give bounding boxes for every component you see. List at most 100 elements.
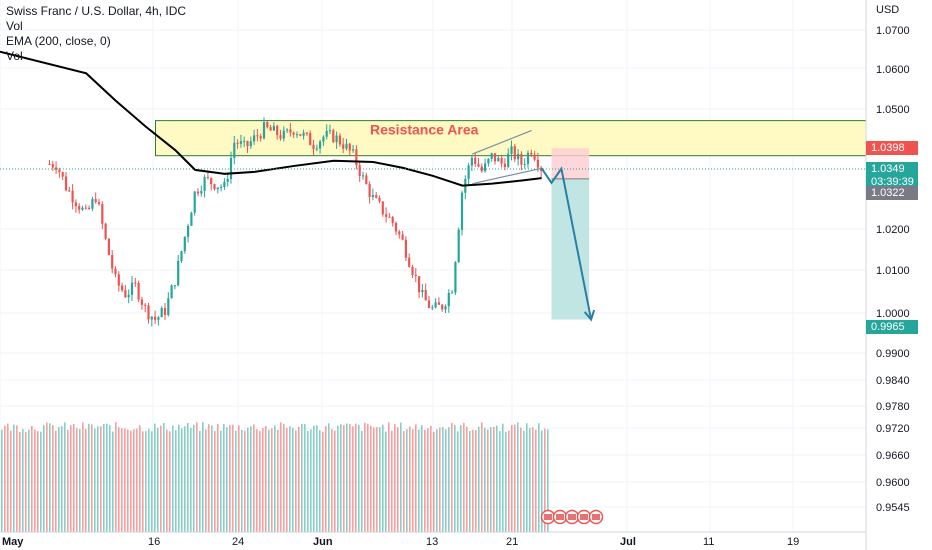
volume-bar bbox=[334, 430, 336, 532]
volume-bar bbox=[211, 425, 213, 532]
volume-bar bbox=[439, 427, 441, 532]
projection-path bbox=[540, 166, 593, 320]
candle-body bbox=[262, 122, 266, 139]
candle-body bbox=[378, 197, 381, 202]
volume-indicator-label-2[interactable]: Vol bbox=[6, 49, 23, 63]
candle-body bbox=[328, 130, 332, 132]
volume-bar bbox=[442, 427, 444, 532]
candle-body bbox=[338, 135, 341, 145]
candle-body bbox=[236, 142, 239, 144]
candle-body bbox=[497, 157, 500, 162]
volume-bar bbox=[451, 422, 453, 532]
volume-bar bbox=[397, 427, 399, 532]
volume-bar bbox=[208, 424, 210, 532]
volume-bar bbox=[94, 428, 96, 532]
volume-bar bbox=[544, 428, 546, 532]
countdown-tag: 03:39:39 bbox=[866, 175, 918, 189]
candle-body bbox=[210, 177, 213, 185]
candle-body bbox=[223, 181, 226, 187]
volume-bar bbox=[157, 427, 159, 532]
volume-bar bbox=[34, 429, 36, 532]
volume-bar bbox=[115, 422, 117, 532]
volume-bar bbox=[55, 430, 57, 532]
candle-body bbox=[322, 136, 325, 142]
candle-body bbox=[276, 125, 279, 136]
currency-label: USD bbox=[876, 4, 900, 16]
candle-body bbox=[500, 157, 503, 164]
volume-bar bbox=[394, 424, 396, 532]
candle-body bbox=[510, 146, 513, 154]
volume-bar bbox=[409, 426, 411, 532]
rising-wedge[interactable] bbox=[472, 129, 542, 185]
volume-bar bbox=[10, 430, 12, 532]
volume-bar bbox=[100, 426, 102, 532]
candle-body bbox=[523, 163, 526, 165]
volume-bar bbox=[271, 428, 273, 532]
projection-arrow[interactable] bbox=[540, 166, 596, 322]
volume-bar bbox=[502, 423, 504, 532]
ema-indicator-label[interactable]: EMA (200, close, 0) bbox=[6, 34, 111, 48]
event-flags[interactable] bbox=[540, 509, 604, 525]
candle-body bbox=[325, 131, 328, 137]
candle-body bbox=[167, 298, 170, 315]
volume-bar bbox=[22, 429, 24, 532]
volume-bar bbox=[475, 430, 477, 532]
volume-bar bbox=[217, 424, 219, 532]
event-flag-mark bbox=[568, 514, 576, 520]
volume-bar bbox=[13, 424, 15, 532]
arrow-head bbox=[583, 309, 596, 322]
volume-bar bbox=[541, 430, 543, 532]
candle-body bbox=[411, 266, 414, 275]
volume-bar bbox=[340, 424, 342, 532]
candle-body bbox=[424, 289, 427, 301]
volume-bar bbox=[166, 429, 168, 532]
volume-bar bbox=[490, 427, 492, 532]
volume-bar bbox=[181, 428, 183, 532]
volume-bar bbox=[346, 423, 348, 532]
candle-body bbox=[361, 175, 365, 177]
candle-body bbox=[467, 165, 470, 179]
short-position-tool[interactable] bbox=[551, 148, 590, 320]
time-axis-ticks[interactable]: May 16 24 Jun 13 21 Jul 11 19 bbox=[2, 536, 799, 548]
take-profit-zone bbox=[551, 178, 590, 320]
volume-bar bbox=[364, 422, 366, 532]
candle-body bbox=[526, 152, 530, 164]
volume-bar bbox=[283, 423, 285, 532]
volume-bar bbox=[160, 425, 162, 532]
candle-body bbox=[84, 207, 87, 209]
volume-bar bbox=[337, 425, 339, 532]
volume-bar bbox=[46, 422, 48, 532]
volume-bar bbox=[484, 427, 486, 532]
volume-bar bbox=[130, 430, 132, 532]
volume-bar bbox=[403, 431, 405, 532]
price-axis[interactable] bbox=[866, 0, 932, 550]
volume-bar bbox=[232, 424, 234, 532]
candle-body bbox=[375, 195, 378, 198]
volume-bar bbox=[460, 425, 462, 532]
volume-bar bbox=[136, 428, 138, 532]
volume-bar bbox=[205, 429, 207, 532]
volume-indicator-label[interactable]: Vol bbox=[6, 19, 23, 33]
volume-bar bbox=[91, 424, 93, 532]
volume-bar bbox=[193, 424, 195, 532]
volume-bar bbox=[184, 426, 186, 532]
candle-body bbox=[144, 304, 147, 306]
candle-body bbox=[187, 225, 190, 237]
volume-bar bbox=[523, 430, 525, 532]
volume-bar bbox=[175, 430, 177, 532]
candle-body bbox=[94, 199, 97, 203]
volume-bar bbox=[469, 430, 471, 532]
candle-body bbox=[101, 204, 104, 224]
volume-bar bbox=[277, 429, 279, 532]
price-tick-label: 0.9660 bbox=[876, 450, 910, 462]
candle-body bbox=[441, 304, 444, 310]
candle-body bbox=[408, 257, 411, 267]
volume-bar bbox=[187, 422, 189, 532]
candle-body bbox=[266, 122, 269, 128]
candle-body bbox=[299, 134, 302, 136]
volume-bar bbox=[472, 429, 474, 532]
symbol-title[interactable]: Swiss Franc / U.S. Dollar, 4h, IDC bbox=[6, 4, 187, 18]
volume-bar bbox=[304, 424, 306, 532]
volume-bar bbox=[433, 431, 435, 532]
